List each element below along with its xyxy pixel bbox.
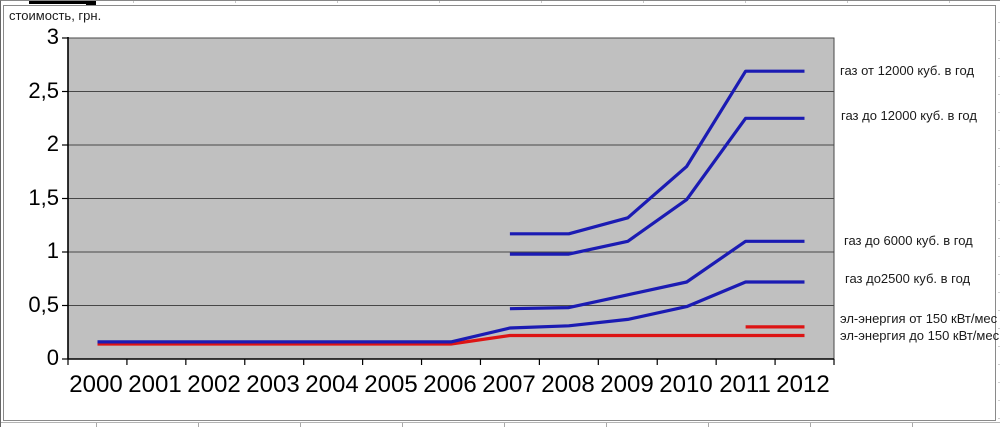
x-tick-label: 2000 bbox=[69, 371, 123, 398]
y-tick-label: 2 bbox=[46, 131, 59, 156]
spreadsheet-row-borders-right bbox=[998, 5, 1000, 421]
series-label: газ до 6000 куб. в год bbox=[844, 233, 973, 248]
y-tick-label: 1,5 bbox=[28, 185, 59, 210]
series-label: газ до2500 куб. в год bbox=[845, 271, 971, 286]
x-tick-label: 2003 bbox=[246, 371, 300, 398]
window-artifact-bar bbox=[29, 1, 96, 4]
y-tick-label: 0 bbox=[46, 345, 59, 370]
spreadsheet-cell-borders-bottom bbox=[1, 422, 1000, 427]
series-label: эл-энергия от 150 кВт/мес bbox=[840, 311, 998, 326]
spreadsheet-column-borders-top bbox=[31, 1, 971, 3]
y-tick-label: 0,5 bbox=[28, 292, 59, 317]
x-tick-label: 2010 bbox=[659, 371, 713, 398]
y-tick-label: 2,5 bbox=[28, 78, 59, 103]
x-tick-label: 2009 bbox=[600, 371, 654, 398]
x-tick-label: 2012 bbox=[776, 371, 830, 398]
window-artifact-nub bbox=[86, 1, 96, 7]
chart-frame bbox=[3, 5, 996, 421]
y-tick-label: 1 bbox=[46, 238, 59, 263]
x-tick-label: 2006 bbox=[423, 371, 477, 398]
y-tick-label: 3 bbox=[46, 24, 59, 49]
x-tick-label: 2005 bbox=[364, 371, 418, 398]
series-label: газ до 12000 куб. в год bbox=[841, 108, 977, 123]
x-tick-label: 2007 bbox=[482, 371, 536, 398]
series-label: газ от 12000 куб. в год bbox=[840, 63, 975, 78]
x-tick-label: 2008 bbox=[541, 371, 595, 398]
x-tick-label: 2011 bbox=[719, 371, 771, 398]
y-axis-unit-label: стоимость, грн. bbox=[9, 8, 102, 23]
series-label: эл-энергия до 150 кВт/мес bbox=[840, 328, 1000, 343]
x-tick-label: 2001 bbox=[128, 371, 182, 398]
x-tick-label: 2004 bbox=[305, 371, 359, 398]
x-tick-label: 2002 bbox=[187, 371, 241, 398]
